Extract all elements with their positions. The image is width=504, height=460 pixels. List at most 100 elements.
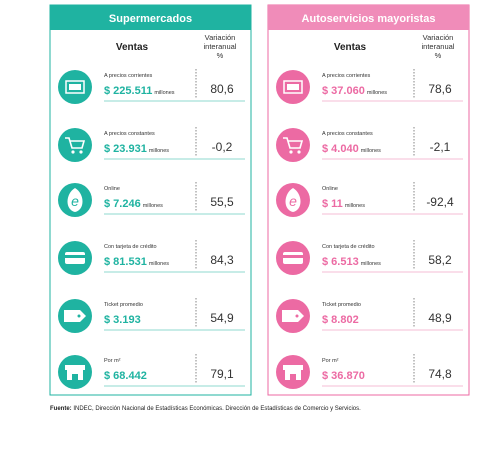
amount: $ 3.193: [104, 314, 141, 326]
variation: 80,6: [210, 82, 234, 96]
icon: [285, 188, 301, 212]
row-value: $ 37.060 millones: [322, 85, 387, 97]
panel-title: Autoservicios mayoristas: [302, 13, 436, 25]
icon: [289, 150, 293, 154]
row-value: $ 81.531 millones: [104, 256, 169, 268]
icon: [287, 84, 299, 90]
row-value: $ 11 millones: [322, 198, 365, 210]
row-label: Online: [322, 186, 338, 192]
unit: millones: [149, 148, 169, 154]
icon: [283, 255, 303, 258]
variation: 58,2: [428, 253, 452, 267]
row-value: $ 8.802: [322, 314, 359, 326]
row-value: $ 6.513 millones: [322, 256, 381, 268]
icon: e: [289, 193, 297, 209]
variation-header: Variación: [205, 33, 236, 42]
variation: 48,9: [428, 311, 452, 325]
amount: $ 37.060: [322, 85, 365, 97]
amount: $ 4.040: [322, 143, 359, 155]
variation: 78,6: [428, 82, 452, 96]
row-label: Con tarjeta de crédito: [322, 244, 375, 250]
unit: millones: [149, 261, 169, 267]
source: Fuente: INDEC, Dirección Nacional de Est…: [50, 406, 361, 412]
row-value: $ 23.931 millones: [104, 143, 169, 155]
unit: millones: [154, 90, 174, 96]
amount: $ 11: [322, 198, 343, 210]
icon: [65, 255, 85, 258]
amount: $ 81.531: [104, 256, 147, 268]
panel-title: Supermercados: [109, 13, 192, 25]
variation-header: %: [217, 51, 224, 60]
source-text: INDEC, Dirección Nacional de Estadística…: [73, 406, 361, 412]
unit: millones: [143, 203, 163, 209]
amount: $ 8.802: [322, 314, 359, 326]
variation-header: Variación: [423, 33, 454, 42]
unit: millones: [367, 90, 387, 96]
amount: $ 7.246: [104, 198, 141, 210]
icon: [283, 80, 303, 94]
icon: [72, 374, 78, 380]
icon: [65, 365, 85, 370]
row-label: A precios corrientes: [104, 73, 153, 79]
variation: 55,5: [210, 195, 234, 209]
amount: $ 23.931: [104, 143, 147, 155]
panel: Autoservicios mayoristas Ventas Variacióni…: [267, 4, 470, 396]
variation-header: interanual: [422, 42, 455, 51]
icon: [297, 150, 301, 154]
row-value: $ 36.870: [322, 370, 365, 382]
panel-header: [50, 5, 251, 30]
row-value: $ 3.193: [104, 314, 141, 326]
row-label: Ticket promedio: [322, 302, 361, 308]
variation: 54,9: [210, 311, 234, 325]
icon: [77, 314, 81, 318]
variation: 84,3: [210, 253, 234, 267]
variation: -0,2: [212, 140, 233, 154]
row-value: $ 68.442: [104, 370, 147, 382]
variation: 74,8: [428, 367, 452, 381]
row-label: Online: [104, 186, 120, 192]
variation: 79,1: [210, 367, 234, 381]
row-value: $ 7.246 millones: [104, 198, 163, 210]
amount: $ 6.513: [322, 256, 359, 268]
icon: e: [71, 193, 79, 209]
icon: [65, 137, 86, 149]
icon: [65, 80, 85, 94]
icon: [67, 188, 83, 212]
row-label: Ticket promedio: [104, 302, 143, 308]
icon: [71, 150, 75, 154]
row-label: A precios constantes: [322, 131, 373, 137]
variation-header: %: [435, 51, 442, 60]
icon: [295, 314, 299, 318]
variation: -92,4: [426, 195, 454, 209]
icon-circle: [276, 128, 310, 162]
sales-header: Ventas: [334, 42, 367, 53]
icon: [79, 150, 83, 154]
unit: millones: [361, 261, 381, 267]
row-label: Con tarjeta de crédito: [104, 244, 157, 250]
unit: millones: [345, 203, 365, 209]
icon: [283, 365, 303, 370]
sales-header: Ventas: [116, 42, 149, 53]
row-label: A precios corrientes: [322, 73, 371, 79]
row-label: Por m²: [104, 358, 121, 364]
icon: [283, 137, 304, 149]
panel-header: [268, 5, 469, 30]
variation: -2,1: [430, 140, 451, 154]
variation-header: interanual: [204, 42, 237, 51]
icon: [64, 310, 86, 322]
amount: $ 36.870: [322, 370, 365, 382]
unit: millones: [361, 148, 381, 154]
icon: [69, 84, 81, 90]
row-label: A precios constantes: [104, 131, 155, 137]
icon: [290, 374, 296, 380]
row-value: $ 4.040 millones: [322, 143, 381, 155]
row-label: Por m²: [322, 358, 339, 364]
amount: $ 68.442: [104, 370, 147, 382]
icon-circle: [58, 128, 92, 162]
source-label: Fuente:: [50, 406, 72, 412]
icon: [282, 310, 304, 322]
row-value: $ 225.511 millones: [104, 85, 175, 97]
amount: $ 225.511: [104, 85, 152, 97]
